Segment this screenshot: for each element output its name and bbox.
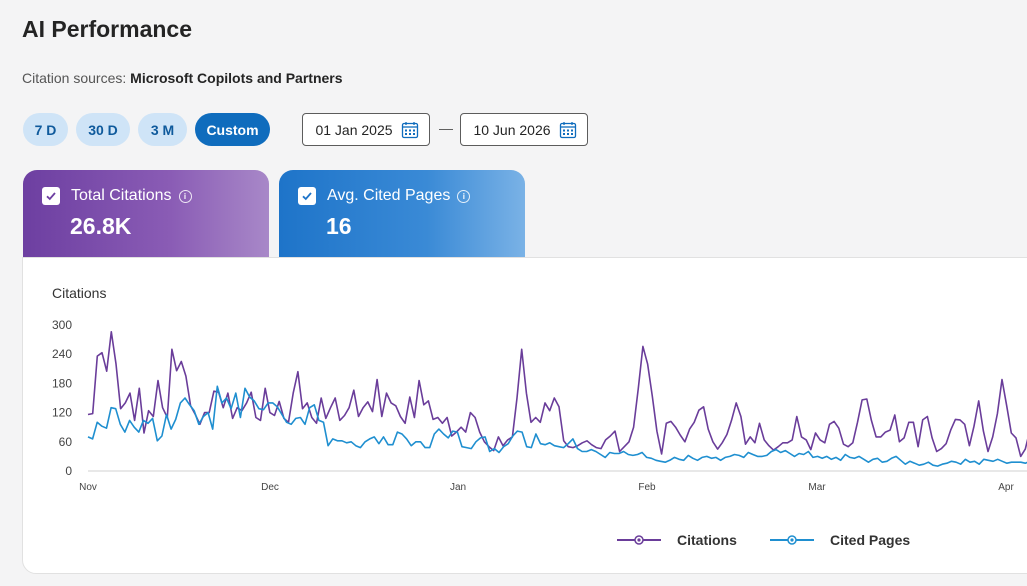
chart-y-title: Citations: [52, 285, 107, 301]
calendar-icon[interactable]: [401, 121, 419, 139]
legend-cited-pages-label[interactable]: Cited Pages: [830, 532, 911, 548]
y-tick-label: 180: [52, 376, 72, 390]
range-custom-button[interactable]: Custom: [195, 113, 270, 146]
total-citations-value: 26.8K: [70, 213, 132, 239]
y-tick-label: 0: [65, 464, 72, 478]
y-tick-label: 60: [59, 435, 73, 449]
avg-cited-pages-card[interactable]: Avg. Cited Pages i 16: [279, 170, 525, 258]
total-citations-label: Total Citations: [71, 187, 172, 204]
range-30d-button[interactable]: 30 D: [76, 113, 130, 146]
avg-cited-pages-checkbox[interactable]: [298, 187, 316, 205]
cited-pages-series-line: [87, 385, 1027, 467]
legend-citations-label[interactable]: Citations: [677, 532, 737, 548]
avg-cited-pages-value: 16: [326, 213, 352, 239]
start-date-value: 01 Jan 2025: [315, 121, 393, 138]
checkmark-icon: [302, 192, 312, 201]
x-tick-label: Apr: [998, 482, 1014, 493]
total-citations-checkbox[interactable]: [42, 187, 60, 205]
avg-cited-pages-label: Avg. Cited Pages: [327, 187, 451, 204]
x-tick-label: Dec: [261, 482, 279, 493]
y-tick-label: 300: [52, 318, 72, 332]
page-title: AI Performance: [22, 16, 193, 42]
info-icon[interactable]: i: [178, 189, 192, 203]
y-tick-label: 120: [52, 406, 72, 420]
citation-sources-label: Citation sources:: [22, 70, 127, 86]
checkmark-icon: [46, 192, 56, 201]
calendar-icon[interactable]: [559, 121, 577, 139]
citation-sources-value: Microsoft Copilots and Partners: [130, 70, 343, 86]
citations-series-line: [87, 330, 1027, 458]
end-date-value: 10 Jun 2026: [473, 121, 551, 138]
x-tick-label: Nov: [79, 482, 97, 493]
citation-sources: Citation sources: Microsoft Copilots and…: [22, 70, 343, 86]
legend-citations-marker[interactable]: [617, 535, 661, 545]
total-citations-card[interactable]: Total Citations i 26.8K: [23, 170, 269, 258]
end-date-field[interactable]: 10 Jun 2026: [460, 113, 588, 146]
date-separator: —: [439, 120, 453, 136]
info-icon[interactable]: i: [457, 189, 471, 203]
range-7d-button[interactable]: 7 D: [23, 113, 68, 146]
start-date-field[interactable]: 01 Jan 2025: [302, 113, 430, 146]
x-tick-label: Jan: [450, 482, 466, 493]
range-3m-button[interactable]: 3 M: [138, 113, 187, 146]
legend-cited-pages-marker[interactable]: [770, 535, 814, 545]
y-tick-label: 240: [52, 347, 72, 361]
x-tick-label: Mar: [808, 482, 826, 493]
x-tick-label: Feb: [638, 482, 656, 493]
